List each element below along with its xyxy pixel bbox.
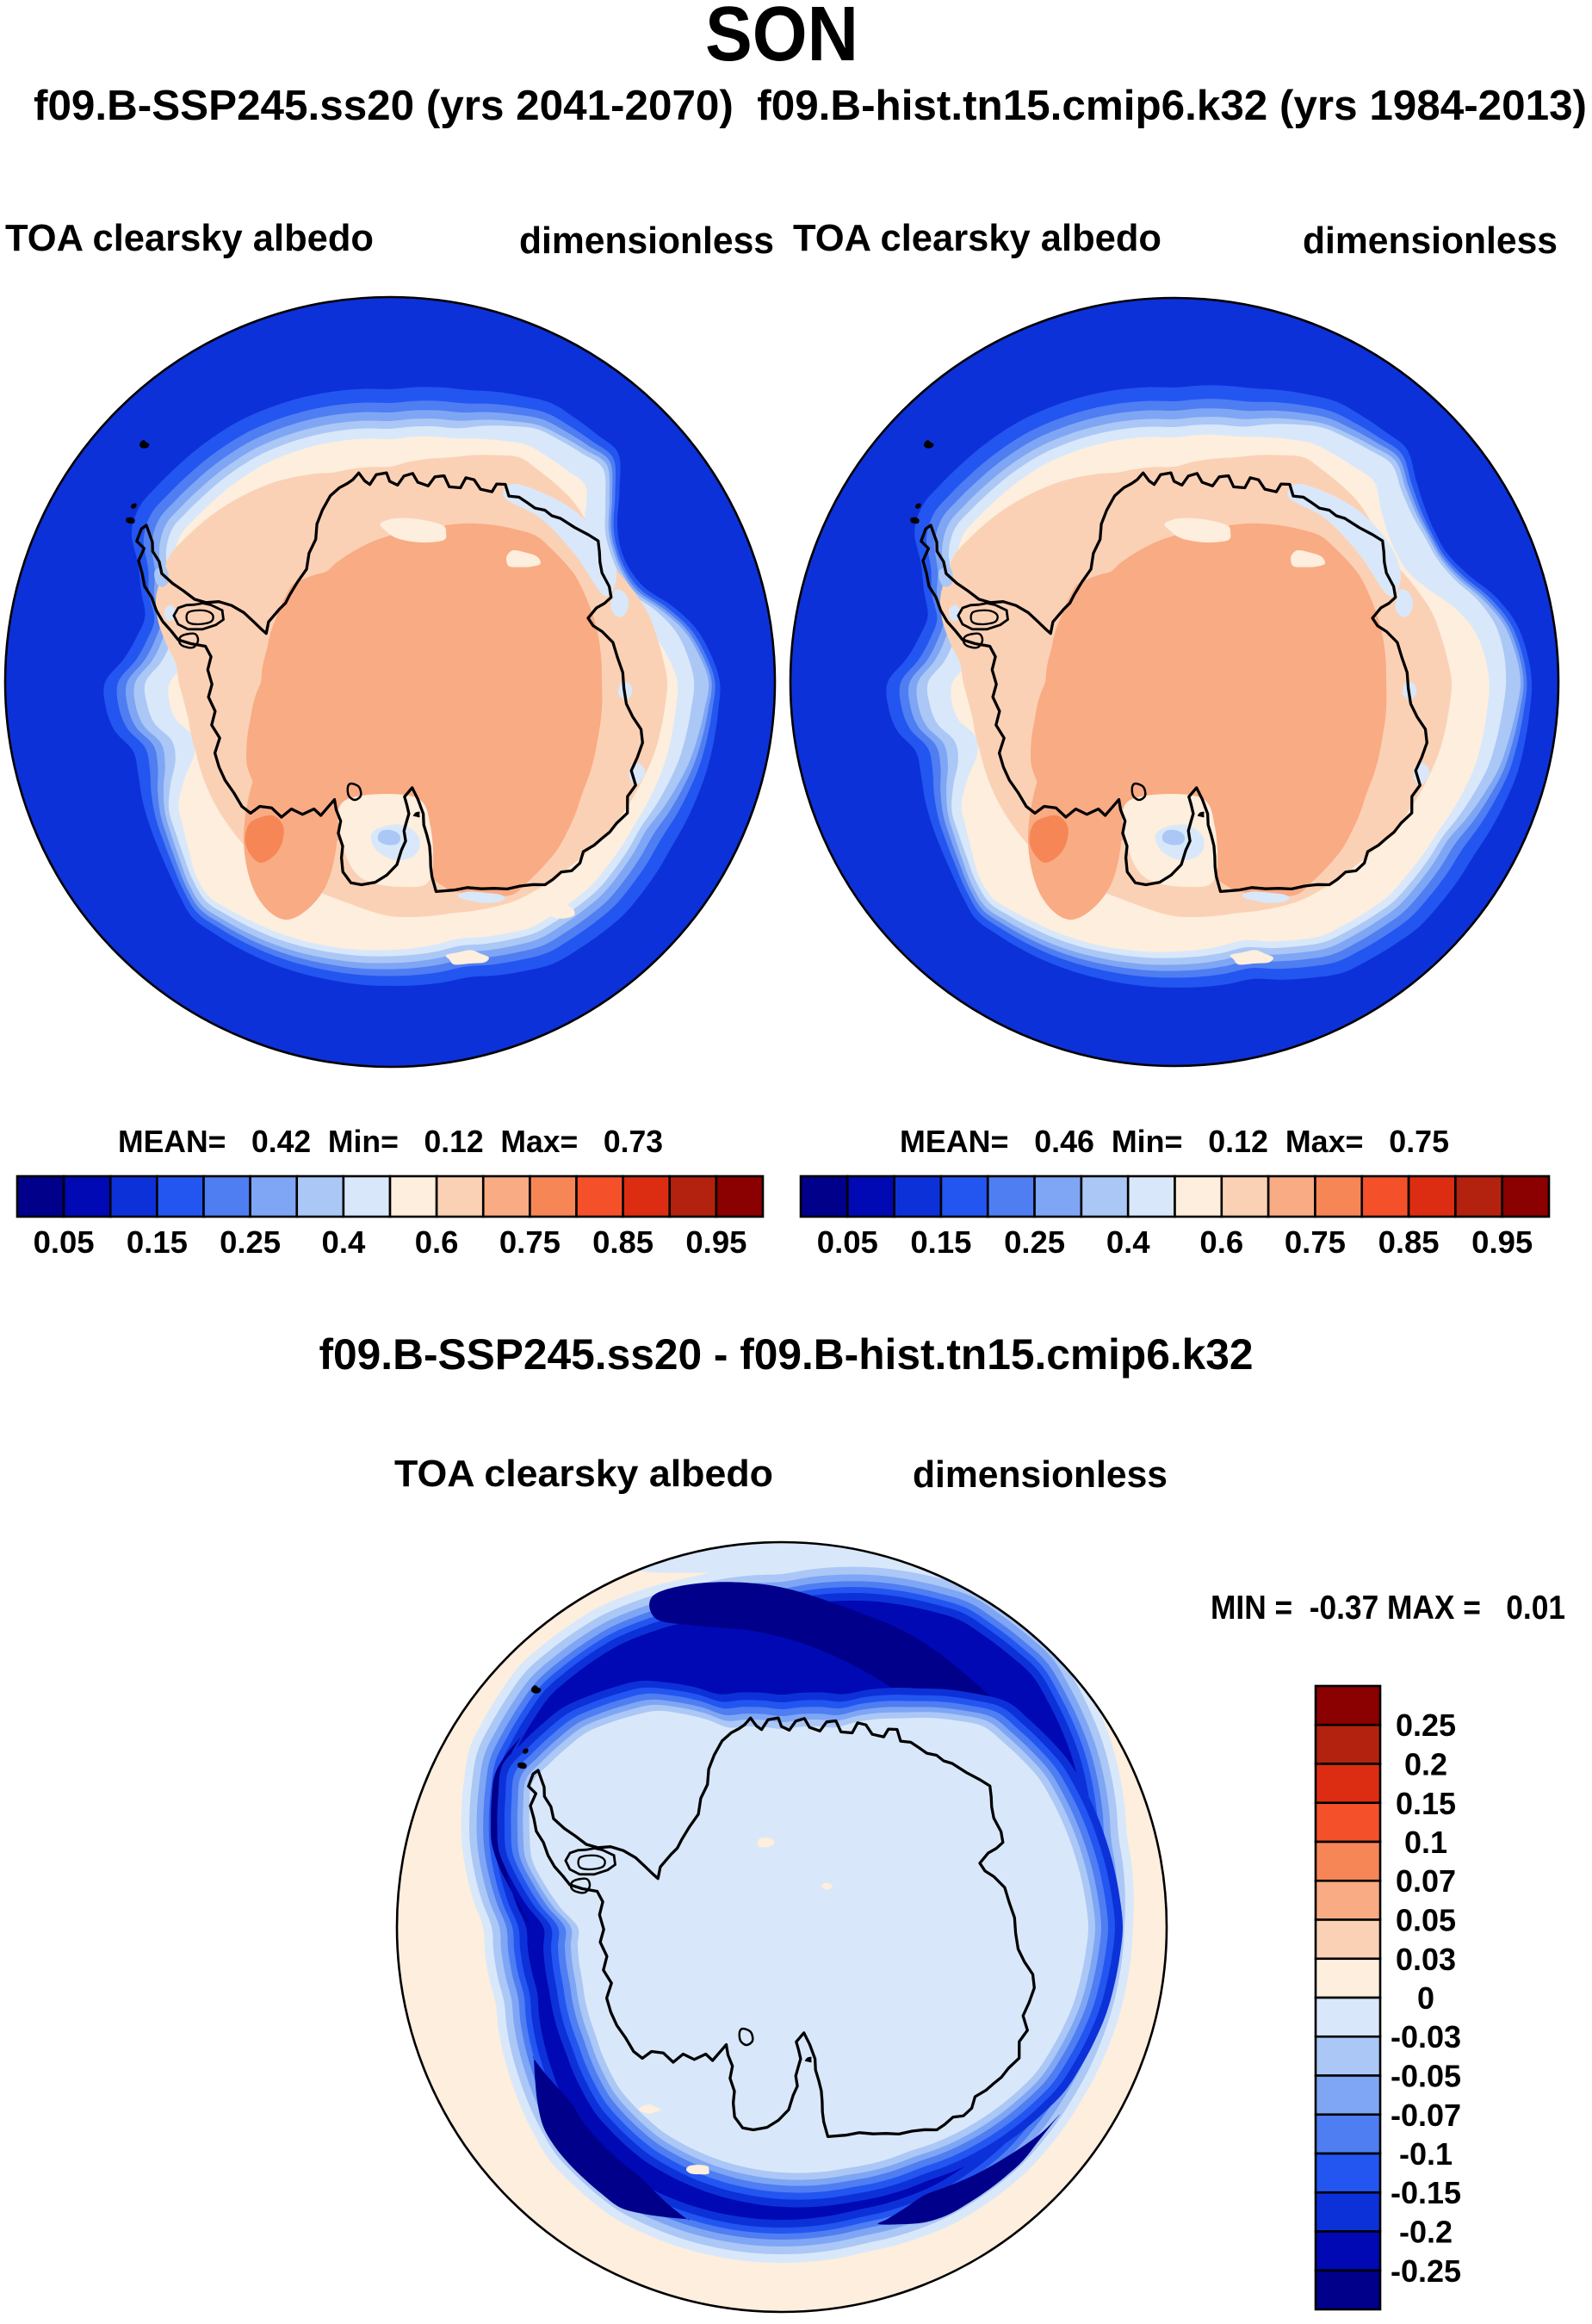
svg-text:0.25: 0.25 [220, 1224, 281, 1260]
svg-text:dimensionless: dimensionless [519, 220, 774, 262]
svg-text:0.05: 0.05 [817, 1224, 878, 1260]
svg-text:TOA clearsky albedo: TOA clearsky albedo [793, 217, 1161, 259]
svg-text:0.25: 0.25 [1396, 1707, 1456, 1743]
svg-text:0.25: 0.25 [1004, 1224, 1065, 1260]
svg-text:0.95: 0.95 [1471, 1224, 1533, 1260]
svg-text:0.15: 0.15 [127, 1224, 188, 1260]
svg-text:f09.B-SSP245.ss20 - f09.B-hist: f09.B-SSP245.ss20 - f09.B-hist.tn15.cmip… [319, 1330, 1254, 1379]
svg-text:MIN = -0.37 MAX = 0.01: MIN = -0.37 MAX = 0.01 [1211, 1590, 1565, 1627]
svg-text:TOA clearsky albedo: TOA clearsky albedo [5, 217, 374, 259]
svg-text:0.75: 0.75 [499, 1224, 561, 1260]
svg-text:0.75: 0.75 [1285, 1224, 1346, 1260]
svg-text:0.4: 0.4 [1106, 1224, 1150, 1260]
svg-text:dimensionless: dimensionless [913, 1453, 1168, 1496]
svg-text:0.07: 0.07 [1396, 1863, 1456, 1899]
svg-text:0.2: 0.2 [1404, 1747, 1447, 1782]
svg-text:0.15: 0.15 [910, 1224, 971, 1260]
svg-text:MEAN= 0.46 Min= 0.12 Max: MEAN= 0.46 Min= 0.12 Max= 0.75 [900, 1124, 1449, 1159]
svg-text:-0.15: -0.15 [1391, 2175, 1461, 2210]
svg-text:0.05: 0.05 [1396, 1903, 1456, 1938]
svg-text:0.05: 0.05 [34, 1224, 95, 1260]
svg-text:0.85: 0.85 [1378, 1224, 1440, 1260]
svg-text:0.1: 0.1 [1404, 1825, 1447, 1860]
svg-text:0.03: 0.03 [1396, 1942, 1456, 1977]
svg-text:0.6: 0.6 [415, 1224, 459, 1260]
svg-text:-0.07: -0.07 [1391, 2098, 1461, 2133]
svg-text:0.95: 0.95 [685, 1224, 746, 1260]
svg-text:0.85: 0.85 [592, 1224, 654, 1260]
svg-text:-0.25: -0.25 [1391, 2253, 1461, 2289]
svg-text:-0.03: -0.03 [1391, 2019, 1461, 2054]
svg-text:MEAN= 0.42 Min= 0.12 Max: MEAN= 0.42 Min= 0.12 Max= 0.73 [118, 1124, 663, 1159]
svg-text:dimensionless: dimensionless [1303, 220, 1558, 262]
svg-text:-0.2: -0.2 [1399, 2215, 1453, 2250]
svg-text:0: 0 [1417, 1980, 1434, 2016]
svg-text:0.15: 0.15 [1396, 1786, 1456, 1821]
svg-text:f09.B-SSP245.ss20 (yrs 2041-20: f09.B-SSP245.ss20 (yrs 2041-2070) f09.B-… [34, 82, 1587, 129]
svg-text:TOA clearsky albedo: TOA clearsky albedo [394, 1453, 773, 1495]
svg-text:-0.1: -0.1 [1399, 2136, 1453, 2172]
svg-text:-0.05: -0.05 [1391, 2059, 1461, 2094]
svg-text:0.6: 0.6 [1199, 1224, 1243, 1260]
svg-text:SON: SON [705, 0, 858, 77]
svg-text:0.4: 0.4 [322, 1224, 366, 1260]
